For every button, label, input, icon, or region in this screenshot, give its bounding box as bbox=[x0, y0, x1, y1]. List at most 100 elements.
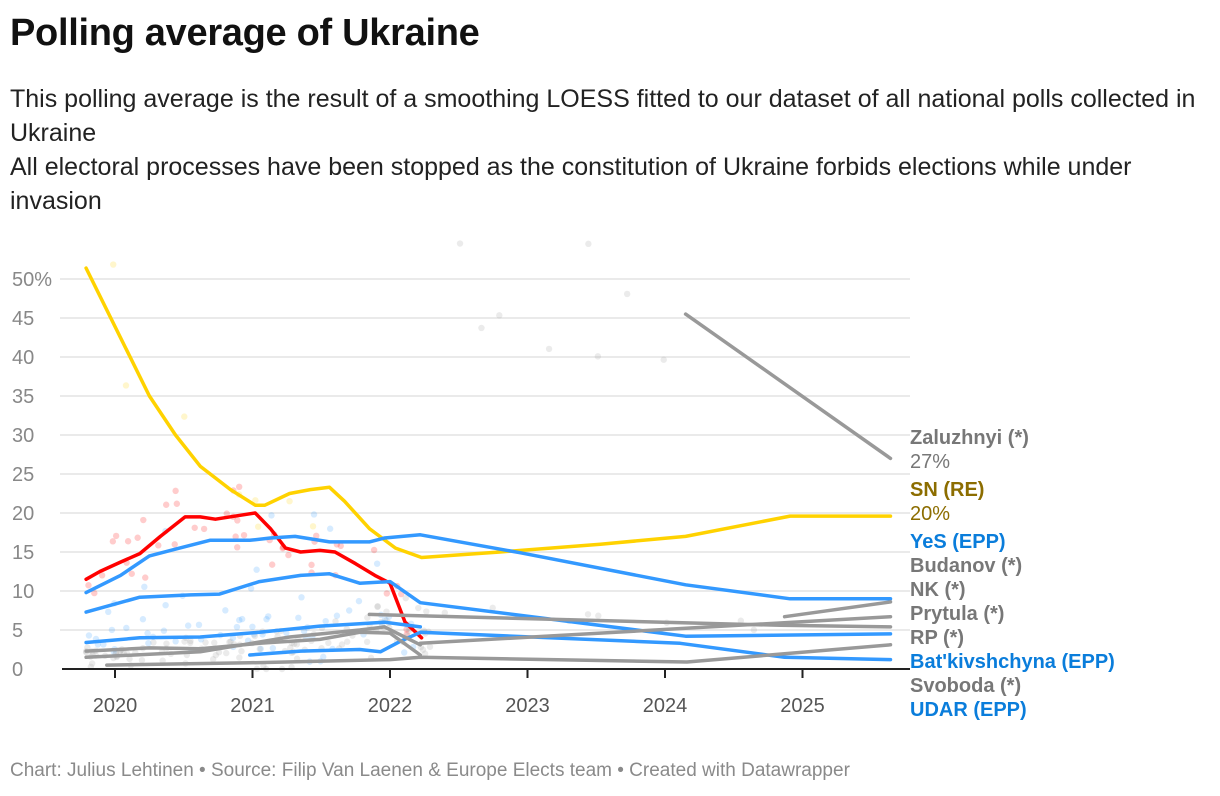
scatter-dot bbox=[374, 603, 381, 611]
scatter-dot bbox=[160, 627, 168, 634]
scatter-dot bbox=[181, 638, 188, 645]
scatter-dot bbox=[85, 632, 93, 639]
scatter-dot bbox=[441, 609, 448, 616]
scatter-dot bbox=[229, 634, 237, 642]
scatter-dot bbox=[112, 532, 120, 540]
x-tick-label: 2020 bbox=[93, 695, 138, 717]
scatter-dot bbox=[181, 413, 188, 420]
scatter-dot bbox=[595, 612, 602, 619]
y-tick-label: 15 bbox=[12, 542, 34, 564]
scatter-dot bbox=[141, 583, 148, 591]
scatter-dot bbox=[150, 639, 157, 646]
scatter-dot bbox=[212, 651, 220, 659]
scatter-dot bbox=[265, 613, 272, 620]
scatter-dot bbox=[142, 574, 149, 581]
scatter-dot bbox=[322, 617, 329, 625]
scatter-dot bbox=[489, 604, 496, 612]
scatter-dot bbox=[594, 353, 602, 360]
scatter-dot bbox=[184, 622, 192, 629]
scatter-dot bbox=[355, 597, 363, 605]
series-line bbox=[367, 612, 893, 629]
series-label: Svoboda (*) bbox=[910, 675, 1021, 697]
scatter-dot bbox=[478, 324, 485, 332]
y-tick-label: 5 bbox=[12, 620, 23, 642]
x-tick-label: 2024 bbox=[643, 695, 688, 717]
series-value-label: 20% bbox=[910, 503, 950, 525]
scatter-dot bbox=[195, 621, 203, 629]
chart-subtitle: This polling average is the result of a … bbox=[10, 82, 1210, 218]
scatter-dot bbox=[496, 312, 503, 319]
scatter-dot bbox=[202, 639, 209, 646]
scatter-dot bbox=[326, 525, 334, 532]
scatter-dot bbox=[363, 638, 371, 646]
scatter-dot bbox=[584, 611, 592, 618]
chart-footer: Chart: Julius Lehtinen • Source: Filip V… bbox=[10, 760, 850, 781]
scatter-dot bbox=[234, 544, 241, 551]
series-label: Budanov (*) bbox=[910, 555, 1022, 577]
series-label: NK (*) bbox=[910, 579, 966, 601]
scatter-dot bbox=[172, 487, 179, 495]
y-tick-label: 20 bbox=[12, 503, 34, 525]
poll-dots bbox=[82, 240, 758, 673]
series-line bbox=[84, 572, 893, 638]
series-label: Zaluzhnyi (*) bbox=[910, 427, 1029, 449]
scatter-dot bbox=[383, 590, 391, 597]
y-tick-label: 10 bbox=[12, 581, 34, 603]
scatter-dot bbox=[313, 532, 320, 540]
scatter-dot bbox=[98, 572, 106, 579]
series-line bbox=[84, 625, 423, 660]
scatter-dot bbox=[370, 546, 378, 554]
scatter-dot bbox=[325, 639, 332, 647]
scatter-dot bbox=[320, 653, 327, 661]
subtitle-line: All electoral processes have been stoppe… bbox=[10, 153, 1132, 215]
scatter-dot bbox=[419, 646, 427, 653]
scatter-dot bbox=[235, 483, 243, 491]
series-line bbox=[683, 312, 893, 461]
scatter-dot bbox=[260, 662, 267, 670]
scatter-dot bbox=[200, 525, 208, 533]
scatter-dot bbox=[269, 644, 277, 652]
scatter-dot bbox=[268, 512, 275, 519]
scatter-dot bbox=[737, 617, 745, 624]
scatter-dot bbox=[660, 356, 667, 363]
scatter-dot bbox=[222, 607, 229, 614]
scatter-dot bbox=[345, 607, 353, 614]
scatter-dot bbox=[223, 649, 230, 657]
scatter-dot bbox=[138, 656, 146, 664]
series-label: RP (*) bbox=[910, 627, 964, 649]
series-line bbox=[84, 511, 424, 640]
chart-title: Polling average of Ukraine bbox=[10, 12, 480, 54]
y-tick-label: 25 bbox=[12, 464, 34, 486]
series-line bbox=[84, 266, 893, 560]
scatter-dot bbox=[253, 566, 260, 573]
y-tick-label: 45 bbox=[12, 308, 34, 330]
scatter-dot bbox=[123, 624, 130, 632]
scatter-dot bbox=[415, 604, 422, 612]
scatter-dot bbox=[585, 240, 592, 248]
scatter-dot bbox=[623, 290, 631, 298]
scatter-dot bbox=[236, 616, 243, 624]
scatter-dot bbox=[343, 638, 351, 645]
series-line bbox=[84, 620, 423, 645]
scatter-dot bbox=[238, 615, 246, 623]
scatter-dot bbox=[247, 585, 255, 592]
scatter-dot bbox=[403, 626, 410, 633]
scatter-dot bbox=[456, 240, 464, 247]
y-tick-label: 35 bbox=[12, 386, 34, 408]
scatter-dot bbox=[338, 641, 346, 648]
scatter-dot bbox=[172, 638, 179, 645]
scatter-dot bbox=[236, 654, 243, 661]
scatter-dot bbox=[402, 594, 409, 602]
scatter-dot bbox=[401, 649, 408, 656]
scatter-dot bbox=[85, 582, 92, 589]
x-tick-label: 2023 bbox=[505, 695, 550, 717]
subtitle-line: This polling average is the result of a … bbox=[10, 85, 1196, 147]
y-tick-label: 50% bbox=[12, 269, 52, 291]
series-line bbox=[418, 614, 893, 646]
series-label: Bat'kivshchyna (EPP) bbox=[910, 651, 1115, 673]
series-line bbox=[782, 600, 893, 619]
series-label: UDAR (EPP) bbox=[910, 699, 1027, 721]
scatter-dot bbox=[421, 650, 429, 657]
scatter-dot bbox=[263, 615, 270, 623]
y-tick-label: 40 bbox=[12, 347, 34, 369]
